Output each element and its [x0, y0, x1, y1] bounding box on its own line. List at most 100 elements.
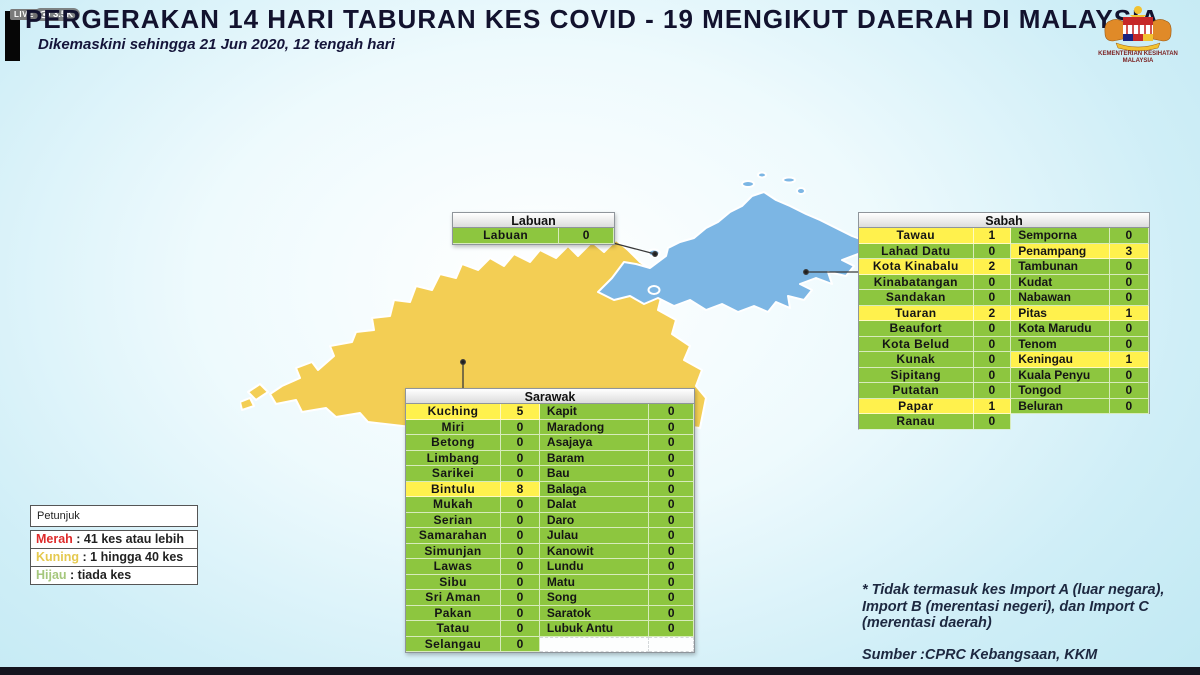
- table-cell: 0: [501, 435, 540, 451]
- table-cell: Julau: [539, 528, 650, 544]
- video-letterbox-bar: [0, 667, 1200, 675]
- legend-rows: Merah : 41 kes atau lebih Kuning : 1 hing…: [30, 530, 198, 585]
- labuan-leader-dot: [652, 251, 658, 257]
- table-cell: 0: [649, 512, 694, 528]
- sabah-table: Sabah Tawau 1 Semporna 0 Lahad Datu 0 Penampan…: [858, 212, 1150, 430]
- table-cell: Sarikei: [406, 466, 502, 482]
- table-cell: Serian: [406, 512, 502, 528]
- table-cell: 1: [974, 228, 1012, 244]
- table-cell: Balaga: [539, 481, 650, 497]
- table-cell: Selangau: [406, 636, 502, 652]
- sarawak-table-rows: Kuching 5 Kapit 0 Miri 0 Maradong 0 Betong 0 Asaja…: [405, 404, 695, 653]
- table-cell: Tongod: [1011, 383, 1110, 399]
- table-cell: 8: [501, 481, 540, 497]
- legend-title: Petunjuk: [30, 505, 198, 527]
- table-cell: 0: [649, 404, 694, 420]
- table-cell: 0: [1110, 368, 1149, 384]
- table-cell: 0: [649, 543, 694, 559]
- offshore-island-4: [782, 176, 796, 184]
- table-cell: 0: [974, 290, 1012, 306]
- table-cell: 2: [974, 259, 1012, 275]
- table-cell: Miri: [406, 419, 502, 435]
- table-cell: Tatau: [406, 621, 502, 637]
- table-cell: 0: [559, 228, 614, 244]
- page-subtitle: Dikemaskini sehingga 21 Jun 2020, 12 ten…: [38, 36, 395, 53]
- table-cell: Kudat: [1011, 275, 1110, 291]
- table-cell: 0: [501, 466, 540, 482]
- table-cell: 0: [649, 590, 694, 606]
- table-cell: Simunjan: [406, 543, 502, 559]
- table-cell: [649, 636, 694, 652]
- table-cell: 0: [1110, 275, 1149, 291]
- table-cell: 0: [974, 368, 1012, 384]
- table-cell: Keningau: [1011, 352, 1110, 368]
- table-cell: Bau: [539, 466, 650, 482]
- table-cell: 0: [1110, 321, 1149, 337]
- table-cell: 0: [501, 559, 540, 575]
- table-cell: 0: [974, 352, 1012, 368]
- table-cell: Asajaya: [539, 435, 650, 451]
- table-cell: 1: [1110, 352, 1149, 368]
- table-cell: Tawau: [859, 228, 974, 244]
- table-cell: Lundu: [539, 559, 650, 575]
- table-cell: 0: [501, 497, 540, 513]
- table-cell: 0: [649, 574, 694, 590]
- legend-item-desc: : tiada kes: [66, 568, 132, 582]
- table-cell: 0: [1110, 337, 1149, 353]
- table-cell: 0: [501, 605, 540, 621]
- legend-item: Merah : 41 kes atau lebih: [30, 530, 198, 549]
- table-cell: 0: [649, 466, 694, 482]
- sabah-table-header: Sabah: [858, 212, 1150, 228]
- table-cell: Mukah: [406, 497, 502, 513]
- footnote-source: Sumber :CPRC Kebangsaan, KKM: [862, 647, 1098, 664]
- sabah-leader-dot: [803, 269, 809, 275]
- table-cell: 0: [1110, 290, 1149, 306]
- eye-icon: [39, 10, 50, 19]
- legend: Petunjuk Merah : 41 kes atau lebih Kuning…: [30, 505, 198, 585]
- table-cell: 0: [649, 419, 694, 435]
- table-cell: 0: [649, 605, 694, 621]
- table-cell: Pitas: [1011, 306, 1110, 322]
- table-cell: 0: [501, 590, 540, 606]
- table-cell: Tenom: [1011, 337, 1110, 353]
- table-cell: 0: [501, 621, 540, 637]
- sarawak-west-islet-2: [240, 397, 255, 411]
- sarawak-table: Sarawak Kuching 5 Kapit 0 Miri 0 Maradong 0 Beto…: [405, 388, 695, 653]
- table-cell: Daro: [539, 512, 650, 528]
- offshore-island-1: [647, 285, 661, 295]
- logo-caption-line2: MALAYSIA: [1123, 58, 1154, 64]
- table-cell: 1: [974, 399, 1012, 415]
- legend-item-label: Kuning: [36, 550, 80, 564]
- footnote-note: * Tidak termasuk kes Import A (luar nega…: [862, 582, 1165, 632]
- table-cell: Beaufort: [859, 321, 974, 337]
- table-cell: Sipitang: [859, 368, 974, 384]
- footnote: * Tidak termasuk kes Import A (luar nega…: [862, 582, 1186, 664]
- table-cell: Bintulu: [406, 481, 502, 497]
- table-cell: Kuala Penyu: [1011, 368, 1110, 384]
- table-cell: [539, 636, 650, 652]
- legend-item-desc: : 1 hingga 40 kes: [79, 550, 184, 564]
- table-cell: Kota Belud: [859, 337, 974, 353]
- table-cell: 0: [974, 383, 1012, 399]
- table-cell: Sandakan: [859, 290, 974, 306]
- table-cell: Kunak: [859, 352, 974, 368]
- sarawak-leader-dot: [460, 359, 466, 365]
- table-cell: 0: [649, 435, 694, 451]
- table-cell: Maradong: [539, 419, 650, 435]
- table-cell: 3: [1110, 244, 1149, 260]
- table-cell: Tuaran: [859, 306, 974, 322]
- table-cell: 0: [501, 512, 540, 528]
- table-cell: Limbang: [406, 450, 502, 466]
- table-cell: Penampang: [1011, 244, 1110, 260]
- ministry-logo: KEMENTERIAN KESIHATAN MALAYSIA: [1098, 6, 1178, 64]
- legend-item: Kuning : 1 hingga 40 kes: [30, 549, 198, 567]
- table-cell: 0: [501, 636, 540, 652]
- table-cell: Dalat: [539, 497, 650, 513]
- table-cell: Song: [539, 590, 650, 606]
- table-cell: 0: [974, 321, 1012, 337]
- table-cell: Kanowit: [539, 543, 650, 559]
- table-cell: Papar: [859, 399, 974, 415]
- legend-item: Hijau : tiada kes: [30, 567, 198, 585]
- table-cell: 0: [649, 450, 694, 466]
